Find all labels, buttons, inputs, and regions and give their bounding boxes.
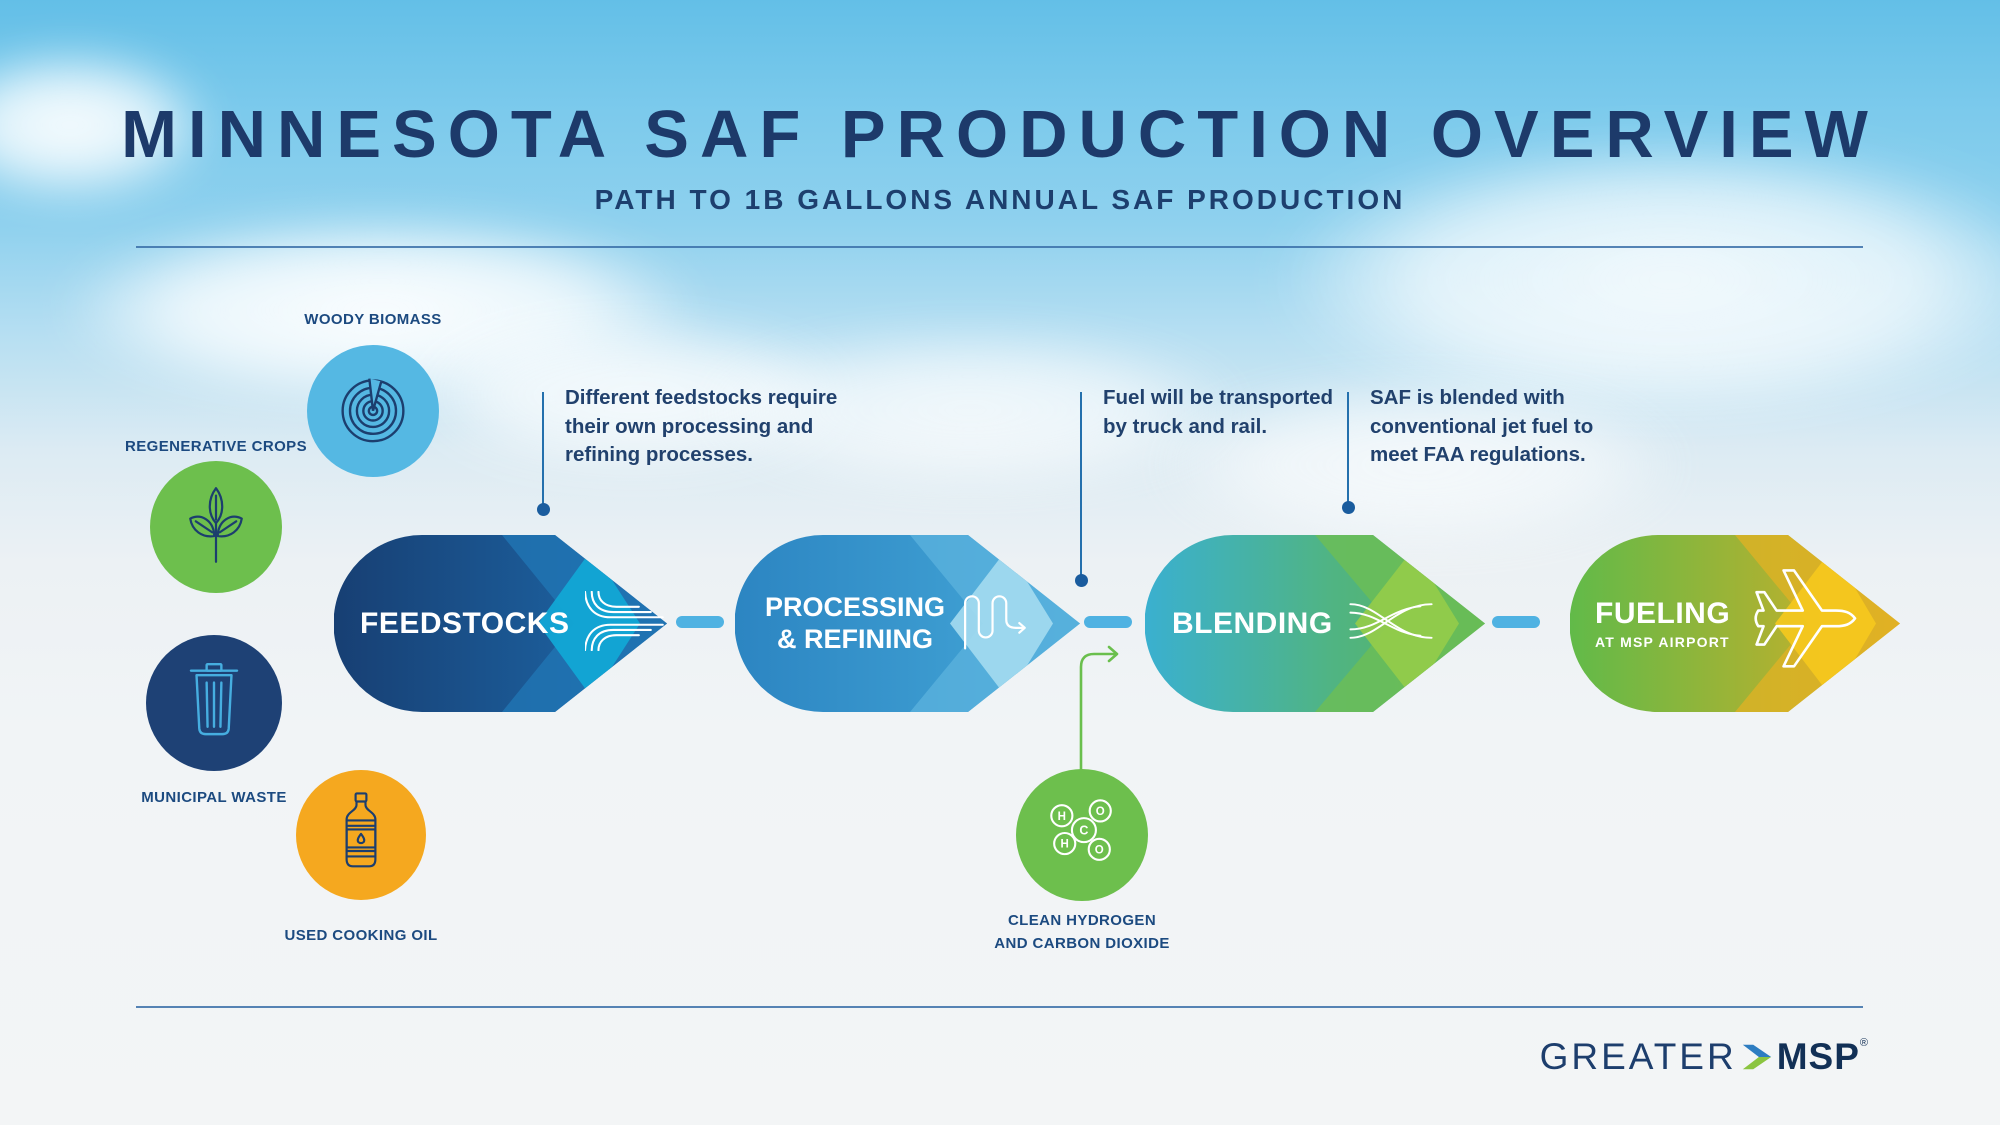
bottom-divider	[136, 1006, 1863, 1008]
annotation-line: their own processing and	[565, 414, 814, 438]
step-feedstocks-label: FEEDSTOCKS	[360, 606, 570, 640]
oil-bottle-icon	[316, 788, 406, 883]
regenerative-crops-label: REGENERATIVE CROPS	[125, 438, 307, 455]
blending-arrow-shape	[1145, 535, 1485, 712]
atom-letter: O	[1095, 844, 1104, 856]
hydrogen-input-arrow-line	[1079, 645, 1119, 771]
logo-registered-mark: ®	[1859, 1037, 1868, 1049]
clean-hydrogen-label: CLEAN HYDROGEN AND CARBON DIOXIDE	[994, 910, 1170, 955]
transport-callout-line	[1080, 392, 1082, 575]
step-feedstocks: FEEDSTOCKS	[334, 535, 667, 712]
blending-callout-line	[1347, 392, 1349, 502]
step-blending: BLENDING	[1145, 535, 1485, 712]
clean-hydrogen-label-line1: CLEAN HYDROGEN	[1007, 912, 1157, 929]
blending-callout-dot	[1341, 501, 1355, 514]
transport-callout-dot	[1074, 574, 1088, 587]
woody-biomass-label: WOODY BIOMASS	[304, 311, 442, 328]
atom-letter: C	[1079, 823, 1088, 837]
clean-hydrogen-circle: H H C O O	[1016, 769, 1148, 901]
step-fueling-label: FUELING	[1595, 597, 1731, 630]
annotation-line: Different feedstocks require	[565, 386, 838, 409]
cloud-decoration	[1280, 140, 2000, 420]
annotation-line: SAF is blended with	[1370, 386, 1565, 409]
municipal-waste-circle	[146, 635, 282, 771]
logo-greater-text: GREATER	[1539, 1036, 1737, 1077]
step-processing-refining: PROCESSING & REFINING	[735, 535, 1080, 712]
annotation-line: meet FAA regulations.	[1370, 443, 1586, 467]
transport-annotation: Fuel will be transported by truck and ra…	[1103, 384, 1333, 441]
flow-connector	[676, 616, 724, 628]
step-blending-label: BLENDING	[1172, 606, 1333, 640]
logo-chevron-icon	[1740, 1040, 1774, 1074]
municipal-waste-label: MUNICIPAL WASTE	[141, 789, 287, 806]
atom-letter: H	[1058, 810, 1066, 822]
regenerative-crops-circle	[150, 461, 282, 593]
logo-msp-text: MSP	[1776, 1036, 1860, 1077]
airplane-icon	[1740, 560, 1862, 687]
trash-can-icon	[168, 655, 260, 752]
processing-arrow-shape	[735, 535, 1080, 712]
converging-streams-icon	[584, 590, 671, 656]
tree-rings-icon	[327, 363, 419, 460]
atom-letter: H	[1061, 838, 1069, 850]
blending-annotation: SAF is blended with conventional jet fue…	[1370, 384, 1593, 470]
crossing-streams-icon	[1349, 598, 1433, 649]
annotation-line: conventional jet fuel to	[1370, 414, 1594, 438]
step-fueling-label-block: FUELING AT MSP AIRPORT	[1595, 597, 1730, 650]
feedstocks-annotation: Different feedstocks require their own p…	[565, 384, 837, 470]
annotation-line: Fuel will be transported	[1103, 386, 1334, 409]
annotation-line: by truck and rail.	[1103, 414, 1268, 438]
clean-hydrogen-label-line2: AND CARBON DIOXIDE	[994, 934, 1170, 952]
page-title: MINNESOTA SAF PRODUCTION OVERVIEW	[121, 97, 1879, 172]
greater-msp-logo: GREATER MSP ®	[1540, 1036, 1868, 1078]
top-divider	[136, 246, 1863, 248]
molecules-icon: H H C O O	[1034, 785, 1130, 886]
woody-biomass-circle	[307, 345, 439, 477]
serpentine-arrow-icon	[961, 592, 1033, 655]
sprout-icon	[170, 479, 262, 576]
used-cooking-oil-label: USED COOKING OIL	[284, 927, 438, 944]
atom-letter: O	[1096, 806, 1105, 818]
feedstocks-arrow-shape	[334, 535, 667, 712]
step-fueling: FUELING AT MSP AIRPORT	[1570, 535, 1900, 712]
used-cooking-oil-circle	[296, 770, 426, 900]
step-processing-label: PROCESSING & REFINING	[765, 592, 945, 654]
feedstocks-callout-dot	[536, 503, 550, 516]
step-processing-line1: PROCESSING	[765, 592, 946, 623]
fueling-arrow-shape	[1570, 535, 1900, 712]
annotation-line: refining processes.	[565, 443, 753, 467]
cloud-decoration	[700, 330, 1240, 490]
step-fueling-sublabel: AT MSP AIRPORT	[1595, 634, 1730, 650]
feedstocks-callout-line	[542, 392, 544, 504]
page-subtitle: PATH TO 1B GALLONS ANNUAL SAF PRODUCTION	[594, 184, 1406, 215]
flow-connector	[1492, 616, 1540, 628]
flow-connector	[1084, 616, 1132, 628]
step-processing-line2: & REFINING	[777, 623, 934, 654]
cloud-decoration	[1160, 380, 1680, 550]
